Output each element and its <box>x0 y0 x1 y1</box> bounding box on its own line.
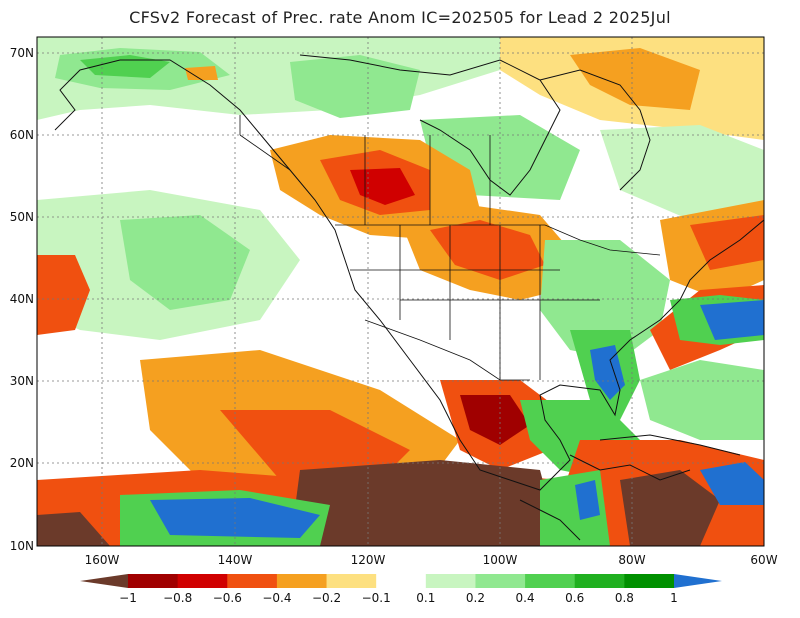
caribbean-wet-spot <box>700 462 764 505</box>
greenland-dry-core <box>570 48 700 110</box>
graticule <box>37 37 764 546</box>
colorbar: −1 −0.8 −0.6 −0.4 −0.2 −0.1 0.1 0.2 0.4 0.6 0.8 1 <box>80 574 722 605</box>
pacific-dry-west <box>37 255 90 335</box>
colorbar-label: 0.4 <box>516 591 535 605</box>
pacific-wet-core <box>120 215 250 310</box>
longitude-axis: 160W 140W 120W 100W 80W 60W <box>85 553 778 567</box>
lon-label: 140W <box>218 553 253 567</box>
lon-label: 160W <box>85 553 120 567</box>
lat-label: 10N <box>10 539 34 553</box>
colorbar-segment <box>128 574 179 588</box>
plains-dry-core <box>430 220 545 280</box>
colorbar-label: −0.1 <box>362 591 391 605</box>
colorbar-segment <box>276 574 328 588</box>
tropical-dry-core <box>290 460 560 546</box>
tropical-dry-west <box>37 512 110 546</box>
colorbar-label: −0.6 <box>213 591 242 605</box>
atlantic-wet-south <box>640 360 764 440</box>
lat-label: 30N <box>10 374 34 388</box>
colorbar-segment <box>624 574 675 588</box>
caribbean-dry-core <box>620 470 720 546</box>
alaska-dry-spot <box>185 66 218 80</box>
lat-label: 50N <box>10 210 34 224</box>
northeast-dry-core <box>690 215 764 270</box>
subtropical-dry-core <box>220 410 410 480</box>
colorbar-segment <box>525 574 576 588</box>
canada-dry-strong <box>350 168 415 205</box>
lat-label: 20N <box>10 456 34 470</box>
anomaly-field <box>37 37 764 546</box>
colorbar-segment <box>376 574 427 588</box>
colorbar-label: −1 <box>119 591 137 605</box>
coastlines <box>54 54 764 541</box>
colorbar-label: 1 <box>670 591 678 605</box>
lat-label: 70N <box>10 46 34 60</box>
colorbar-segment <box>177 574 228 588</box>
colorbar-segment <box>425 574 476 588</box>
latitude-axis: 70N 60N 50N 40N 30N 20N 10N <box>10 46 34 553</box>
lon-label: 60W <box>750 553 777 567</box>
colorbar-label: −0.4 <box>262 591 291 605</box>
colorbar-label: −0.2 <box>312 591 341 605</box>
lat-label: 40N <box>10 292 34 306</box>
colorbar-label: 0.8 <box>615 591 634 605</box>
labrador-wet-region <box>600 125 764 220</box>
colorbar-segment <box>574 574 625 588</box>
map-title: CFSv2 Forecast of Prec. rate Anom IC=202… <box>129 8 671 27</box>
colorbar-segment <box>80 574 128 588</box>
colorbar-segment <box>227 574 278 588</box>
yukon-wet-region <box>290 55 420 118</box>
colorbar-label: 0.6 <box>565 591 584 605</box>
colorbar-label: 0.2 <box>466 591 485 605</box>
atlantic-wet-extreme <box>700 300 764 340</box>
alaska-wet-core <box>80 55 170 78</box>
map-frame <box>36 36 765 547</box>
colorbar-segment <box>674 574 722 588</box>
lon-label: 100W <box>483 553 518 567</box>
colorbar-label: 0.1 <box>416 591 435 605</box>
mexico-dry-core <box>460 395 530 445</box>
lat-label: 60N <box>10 128 34 142</box>
colorbar-segment <box>326 574 377 588</box>
central-america-wet <box>575 480 600 520</box>
lon-label: 80W <box>618 553 645 567</box>
florida-wet-extreme <box>590 345 625 400</box>
lon-label: 120W <box>351 553 386 567</box>
colorbar-label: −0.8 <box>163 591 192 605</box>
political-borders <box>239 115 661 381</box>
colorbar-segment <box>475 574 526 588</box>
